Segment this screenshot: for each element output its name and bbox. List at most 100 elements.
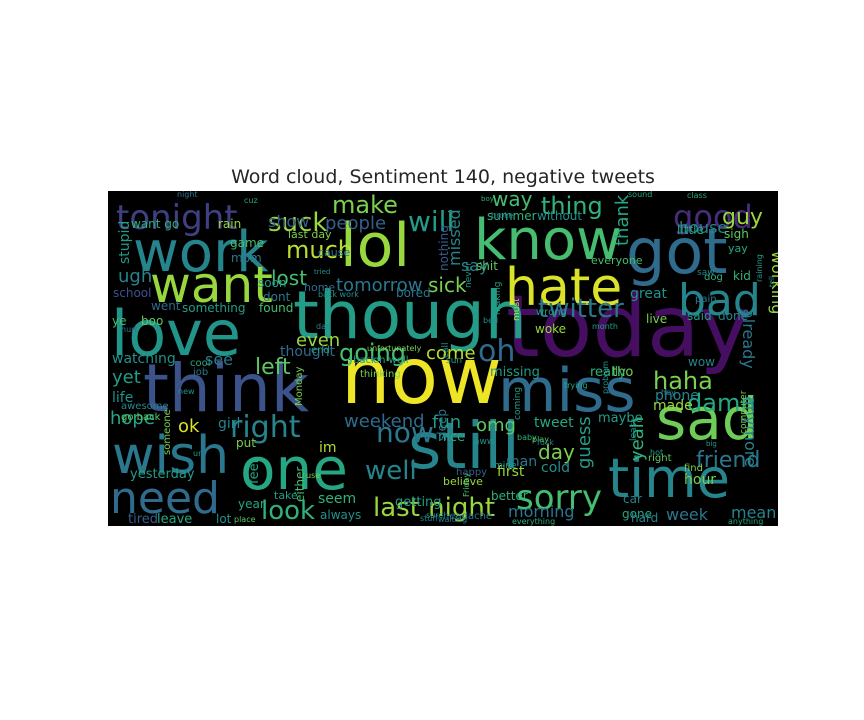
word: suck — [268, 208, 327, 238]
word: nice — [438, 430, 465, 445]
word: man — [506, 454, 537, 470]
word: tomorrow — [336, 275, 422, 296]
word: Monday — [294, 366, 305, 406]
word: tried — [314, 268, 330, 276]
word: baby — [517, 433, 537, 442]
word: play — [532, 435, 549, 444]
word: today — [506, 277, 751, 377]
word: aww — [474, 437, 494, 447]
word: anything — [728, 517, 763, 526]
word: waiting — [438, 515, 467, 524]
word: maybe — [598, 411, 643, 426]
word: sound — [628, 191, 652, 199]
wordcloud-background — [108, 191, 778, 526]
word: stuff — [420, 514, 438, 523]
word: found — [259, 301, 293, 315]
word: happy — [456, 467, 487, 478]
word: ye — [112, 314, 126, 328]
word: saw — [697, 268, 715, 278]
word: though — [293, 277, 527, 354]
word: fun — [432, 412, 461, 433]
word: getting — [395, 495, 442, 510]
word: soon — [258, 276, 287, 290]
word: job — [192, 367, 208, 378]
word: done — [718, 309, 748, 323]
word: lol — [340, 211, 410, 281]
word: week — [666, 505, 709, 524]
word: want go — [131, 217, 179, 231]
word: use — [306, 471, 320, 480]
word: missed — [445, 209, 464, 266]
word: back — [353, 355, 377, 366]
word: wow — [688, 355, 715, 369]
word: sun — [446, 356, 462, 366]
word: lost — [271, 266, 307, 290]
word: wish — [112, 426, 229, 486]
word: bored — [396, 286, 431, 300]
word: ok — [178, 416, 200, 437]
word: look — [261, 496, 315, 526]
word: got — [626, 215, 728, 288]
word: hour — [684, 472, 716, 488]
word: dad — [316, 322, 331, 331]
word: call — [441, 343, 451, 358]
word: something — [182, 301, 246, 315]
word: day — [538, 440, 575, 464]
word: guess — [574, 416, 595, 469]
word: damn — [687, 389, 756, 417]
word: home — [304, 281, 335, 294]
word: oh — [478, 334, 515, 369]
word: gone — [622, 507, 652, 521]
word: car — [623, 492, 642, 506]
word: game — [230, 236, 264, 250]
word: weekend — [344, 411, 425, 432]
word: want — [150, 256, 273, 314]
word: cause — [318, 246, 350, 259]
word: fuck — [537, 438, 554, 447]
wordcloud-canvas: todaynowthinkthoughlovestillworkmisslolt… — [108, 191, 778, 526]
wordcloud-words: todaynowthinkthoughlovestillworkmisslolt… — [110, 191, 778, 526]
word: thank — [612, 194, 633, 246]
word: now — [341, 332, 502, 422]
word: morning — [508, 502, 575, 521]
word: new — [178, 387, 195, 396]
word: cold — [541, 460, 570, 476]
word: tell — [768, 276, 776, 287]
word: show — [268, 212, 309, 231]
word: mom — [231, 251, 262, 265]
word: place — [234, 515, 256, 524]
word: awesome — [121, 401, 169, 412]
word: headache — [443, 511, 492, 522]
word: guy — [722, 205, 763, 230]
word: well — [365, 456, 417, 486]
word: already — [739, 309, 758, 369]
word: friend — [696, 448, 760, 473]
word: cuz — [244, 196, 258, 205]
word: end — [311, 345, 330, 356]
word: right — [648, 453, 672, 464]
word: believe — [443, 475, 483, 488]
word: back work — [318, 290, 359, 299]
word: way — [492, 191, 533, 211]
word: boy — [481, 195, 494, 203]
word: will — [408, 205, 454, 238]
word: anymore — [741, 396, 760, 467]
word: go back — [121, 412, 161, 423]
word: working — [768, 251, 778, 314]
word: tho — [612, 365, 633, 380]
word: someone — [162, 409, 173, 455]
word: ugh — [118, 266, 152, 287]
word: shit — [476, 259, 498, 273]
word: sleep — [435, 409, 449, 441]
word: work — [133, 220, 269, 285]
word: thing — [541, 192, 603, 220]
word: unfortunately — [367, 344, 422, 353]
word: take — [274, 489, 298, 502]
word: boo — [141, 314, 163, 328]
word: still — [408, 410, 520, 484]
word: tweet — [534, 415, 574, 431]
word: least — [629, 419, 639, 441]
word: rain — [218, 217, 241, 231]
word: mean — [731, 503, 776, 522]
word: yesterday — [130, 467, 195, 482]
